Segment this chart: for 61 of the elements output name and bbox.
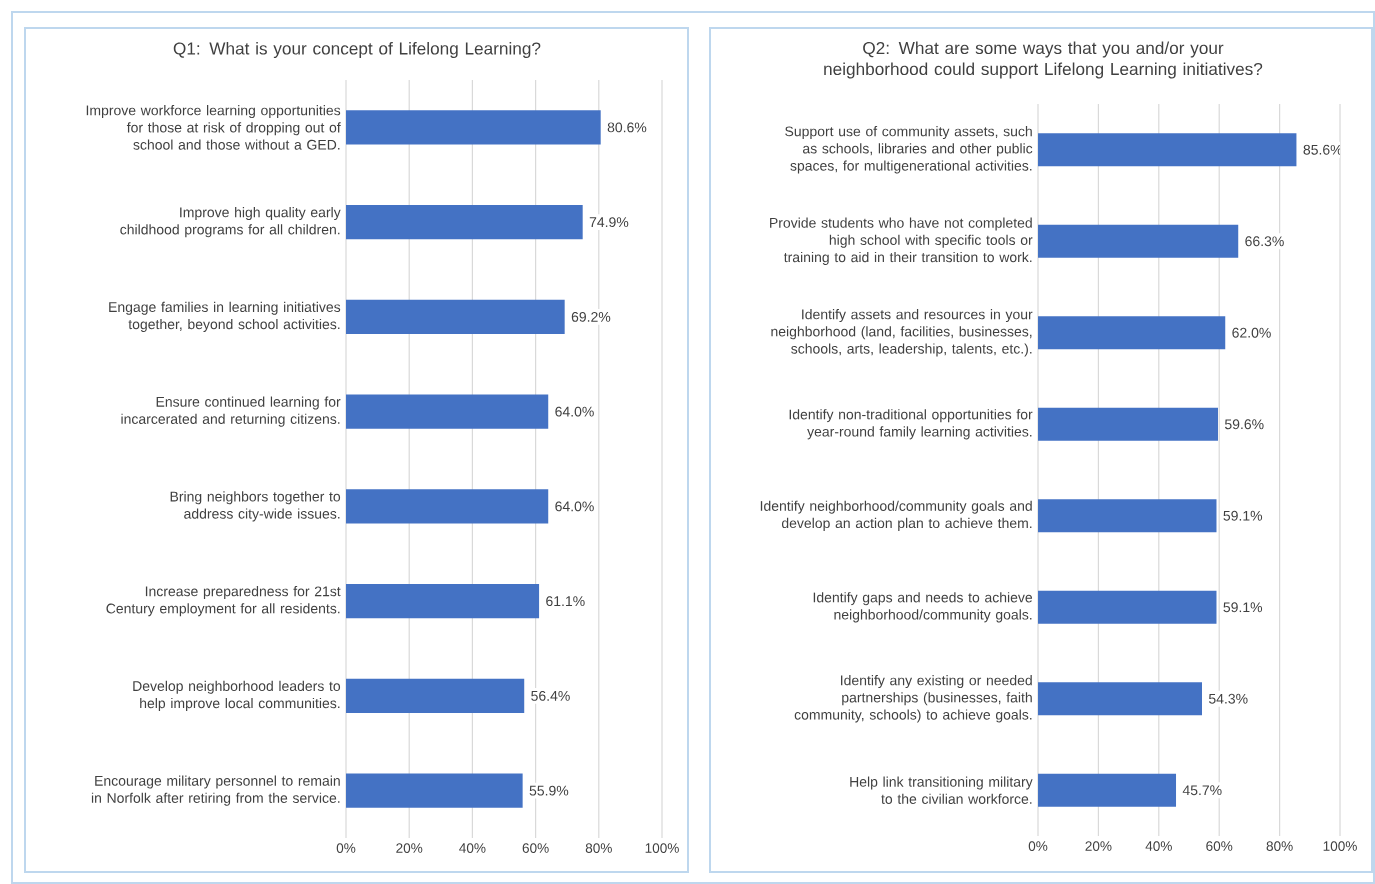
bar [1038, 133, 1297, 167]
bar [346, 489, 549, 524]
bar [1038, 590, 1217, 624]
y-tick-label: Increase preparedness for 21st Century employment for all residents. [106, 586, 341, 617]
chart-title: Q1: What is your concept of Lifelong Learning? [173, 41, 541, 59]
data-label: 59.1% [1223, 602, 1263, 613]
data-label: 61.1% [546, 596, 585, 607]
bar [1038, 682, 1202, 716]
data-label: 59.6% [1224, 419, 1264, 430]
y-tick-label: Improve high quality early childhood programs for all children. [120, 207, 341, 238]
bar [346, 584, 540, 619]
bar [1038, 499, 1217, 533]
y-tick-label: Develop neighborhood leaders to help improve local communities. [133, 680, 341, 711]
x-tick-label: 20% [1085, 841, 1112, 851]
data-label: 55.9% [529, 785, 569, 796]
data-label: 74.9% [589, 217, 629, 228]
data-label: 56.4% [531, 690, 570, 701]
y-tick-label: Improve workforce learning opportunities for those at risk of dropping out of school and those without a GED. [86, 105, 341, 150]
data-label: 59.1% [1223, 510, 1263, 521]
y-tick-label: Identify neighborhood/community goals and develop an action plan to achieve them. [760, 500, 1032, 531]
data-label: 69.2% [571, 311, 611, 322]
bar [346, 299, 565, 334]
chart-title: Q2: What are some ways that you and/or your neighborhood could support Lifelong Learning initiatives? [824, 41, 1263, 79]
data-label: 62.0% [1232, 327, 1271, 338]
x-tick-label: 60% [522, 843, 549, 853]
y-tick-label: Identify any existing or needed partnerships (businesses, faith community, schools) to achieve goals. [794, 675, 1032, 723]
y-tick-label: Identify non-traditional opportunities for year-round family learning activities. [789, 409, 1033, 440]
y-tick-label: Identify gaps and needs to achieve neighborhood/community goals. [813, 592, 1033, 623]
bar [1038, 407, 1218, 441]
y-tick-label: Engage families in learning initiatives together, beyond school activities. [109, 301, 341, 333]
x-tick-label: 40% [1145, 841, 1172, 851]
y-tick-label: Provide students who have not completed high school with specific tools or training to aid in their transition to work. [770, 217, 1033, 265]
bar [1038, 316, 1226, 350]
x-tick-label: 40% [459, 843, 486, 853]
x-tick-label: 100% [1323, 841, 1357, 851]
y-tick-label: Identify assets and resources in your neighborhood (land, facilities, businesses, schools, arts, leadership, talents, etc.). [771, 309, 1033, 357]
data-label: 64.0% [555, 406, 594, 417]
y-tick-label: Ensure continued learning for incarcerated and returning citizens. [121, 396, 341, 427]
data-label: 64.0% [555, 501, 594, 512]
bar [346, 394, 549, 429]
x-tick-label: 80% [1266, 841, 1293, 851]
bar [1038, 224, 1239, 258]
x-tick-label: 60% [1206, 841, 1233, 851]
y-tick-label: Support use of community assets, such as schools, libraries and other public spaces, for multigenerational activities. [785, 126, 1033, 174]
bar [346, 678, 525, 713]
y-tick-label: Encourage military personnel to remain in Norfolk after retiring from the service. [91, 775, 340, 806]
data-label: 80.6% [607, 122, 647, 133]
bar [346, 110, 601, 145]
y-tick-label: Help link transitioning military to the civilian workforce. [850, 776, 1033, 804]
x-tick-label: 0% [336, 843, 356, 853]
data-label: 54.3% [1208, 693, 1248, 704]
x-tick-label: 0% [1028, 841, 1048, 851]
x-tick-label: 100% [645, 843, 679, 853]
x-tick-label: 80% [585, 843, 612, 853]
bar [1038, 773, 1177, 807]
bar [346, 773, 523, 808]
data-label: 66.3% [1245, 236, 1284, 247]
data-label: 45.7% [1182, 785, 1222, 796]
x-tick-label: 20% [396, 843, 423, 853]
bar [346, 205, 583, 240]
y-tick-label: Bring neighbors together to address city-wide issues. [170, 491, 341, 522]
